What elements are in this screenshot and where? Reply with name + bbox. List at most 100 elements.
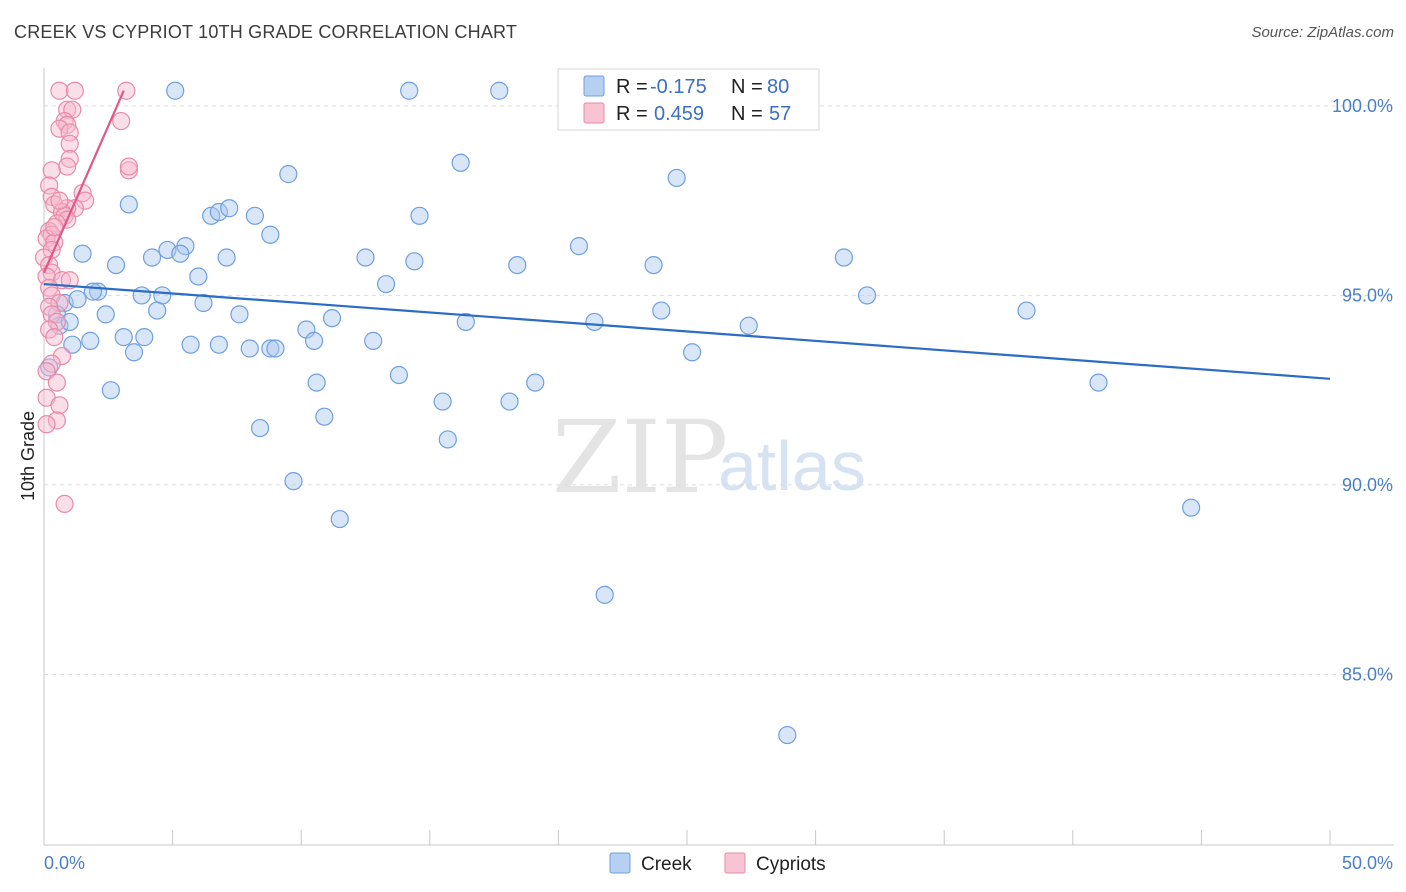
creek-point xyxy=(217,248,236,267)
creek-point xyxy=(81,331,100,350)
creek-point xyxy=(410,206,429,225)
creek-point xyxy=(250,418,270,438)
creek-point xyxy=(330,509,349,529)
cypriot-point xyxy=(47,373,66,392)
creek-point xyxy=(132,286,151,305)
creek-point xyxy=(171,244,190,263)
creek-point xyxy=(490,81,509,100)
creek-point xyxy=(433,392,452,411)
cypriot-point xyxy=(45,328,64,347)
creek-point xyxy=(73,244,92,263)
creek-point xyxy=(322,309,342,328)
legend-creek-r-label: R = xyxy=(616,76,648,98)
y-tick-labels: 100.0% 95.0% 90.0% 85.0% xyxy=(1332,96,1393,685)
chart-title: CREEK VS CYPRIOT 10TH GRADE CORRELATION … xyxy=(14,22,518,42)
cypriot-point xyxy=(119,157,138,176)
creek-point xyxy=(307,373,326,392)
creek-point xyxy=(114,328,133,347)
legend-creek-n-value: 80 xyxy=(767,76,789,98)
x-tick-labels: 0.0% 50.0% xyxy=(44,853,1393,873)
creek-point xyxy=(500,392,519,411)
creek-point xyxy=(304,331,324,350)
creek-point xyxy=(261,225,280,244)
creek-point xyxy=(456,312,475,332)
cypriot-point xyxy=(50,119,69,138)
creek-point xyxy=(364,331,383,350)
cypriot-point xyxy=(50,396,69,415)
cypriot-point xyxy=(50,81,69,100)
cypriot-point xyxy=(60,134,79,153)
cypriot-point xyxy=(50,191,69,210)
creek-point xyxy=(739,316,758,335)
creek-point xyxy=(240,339,259,358)
cypriot-trend-line xyxy=(42,90,125,274)
cypriot-point xyxy=(112,111,131,131)
creek-trend-line xyxy=(43,282,1331,380)
y-tick-label: 90.0% xyxy=(1342,475,1393,495)
creek-point xyxy=(683,343,702,362)
legend-cypriots-n-value: 57 xyxy=(769,103,791,125)
creek-point xyxy=(595,585,614,604)
creek-point xyxy=(667,168,686,188)
y-axis-label: 10th Grade xyxy=(18,411,38,501)
cypriot-point xyxy=(42,286,61,305)
cypriot-point xyxy=(42,161,61,180)
y-tick-label: 95.0% xyxy=(1342,285,1393,305)
trend-lines xyxy=(42,90,1331,380)
bottom-legend-cypriots: Cypriots xyxy=(756,854,826,875)
creek-point xyxy=(644,255,663,275)
watermark-atlas: atlas xyxy=(718,427,866,505)
creek-point xyxy=(181,335,200,354)
creek-point xyxy=(142,248,162,267)
correlation-legend: R = -0.175 N = 80 R = 0.459 N = 57 xyxy=(557,68,820,131)
creek-point xyxy=(153,286,172,305)
creek-point xyxy=(451,153,470,172)
creek-point xyxy=(284,472,303,491)
creek-point xyxy=(189,267,208,286)
creek-point xyxy=(209,202,228,222)
creek-point xyxy=(1089,373,1108,392)
creek-point xyxy=(261,339,280,358)
bottom-legend-creek: Creek xyxy=(641,854,692,875)
creek-point xyxy=(96,305,115,324)
gridlines xyxy=(44,105,1394,675)
creek-point xyxy=(209,335,228,354)
x-tick-label: 50.0% xyxy=(1342,853,1393,873)
creek-point xyxy=(166,81,185,100)
cypriot-point xyxy=(37,415,56,434)
legend-cypriots-r-value: 0.459 xyxy=(654,103,704,125)
legend-swatch-cypriots xyxy=(583,102,605,124)
x-tick-label: 0.0% xyxy=(44,853,85,873)
creek-point xyxy=(63,335,82,354)
creek-point xyxy=(245,206,265,225)
creek-points xyxy=(40,81,1201,745)
creek-point xyxy=(389,365,409,385)
creek-point xyxy=(438,430,457,449)
creek-point xyxy=(220,199,239,218)
creek-point xyxy=(400,81,419,100)
cypriot-point xyxy=(40,176,59,195)
y-tick-label: 100.0% xyxy=(1332,96,1393,116)
creek-point xyxy=(376,274,396,294)
legend-creek-n-label: N = xyxy=(731,76,763,98)
creek-point xyxy=(834,248,853,267)
legend-swatch-creek xyxy=(583,75,605,97)
creek-point xyxy=(857,286,877,305)
bottom-legend-swatch-creek xyxy=(609,852,631,874)
creek-point xyxy=(194,293,213,313)
creek-point xyxy=(526,373,545,392)
bottom-legend-swatch-cypriots xyxy=(724,852,746,874)
creek-point xyxy=(778,725,797,745)
creek-point xyxy=(405,252,424,271)
creek-point xyxy=(652,301,671,320)
creek-point xyxy=(1182,498,1201,517)
creek-point xyxy=(106,255,126,275)
creek-point xyxy=(60,312,79,332)
legend-creek-r-value: -0.175 xyxy=(650,76,707,98)
cypriot-point xyxy=(47,312,66,332)
creek-point xyxy=(356,248,375,267)
series-legend: Creek Cypriots xyxy=(609,852,826,875)
legend-cypriots-r-label: R = xyxy=(616,103,648,125)
cypriot-points xyxy=(34,81,138,513)
